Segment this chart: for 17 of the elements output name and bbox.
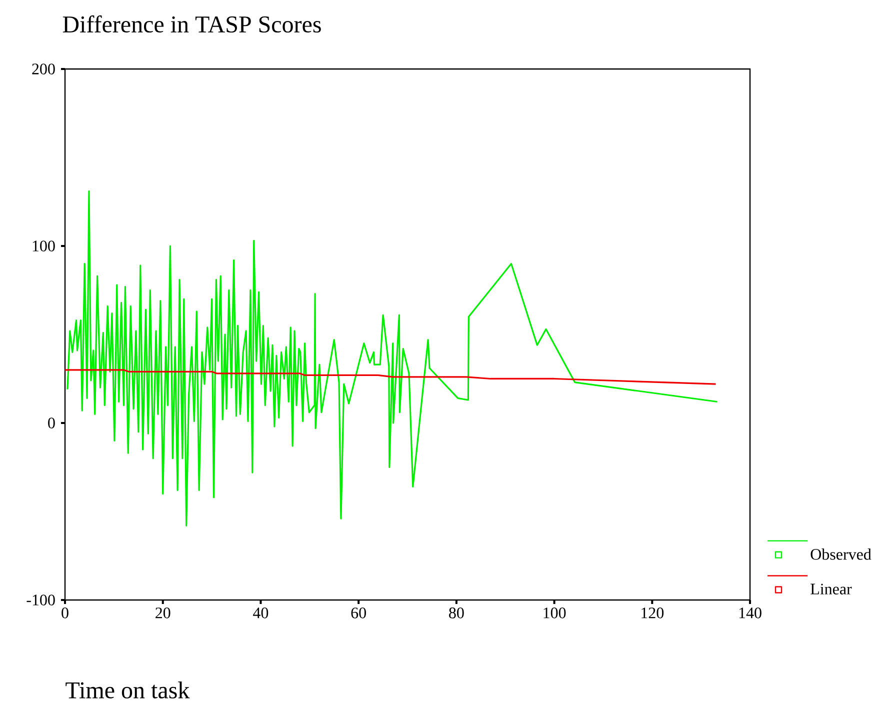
x-tick-label: 140 — [739, 608, 762, 618]
legend-label: Observed — [810, 548, 872, 560]
x-axis-title: Time on task — [66, 682, 190, 698]
legend-label: Linear — [810, 584, 852, 594]
x-tick-label: 120 — [642, 608, 664, 618]
x-tick-label: 0 — [62, 608, 68, 618]
y-tick-label: 100 — [32, 240, 55, 252]
chart-title: Difference in TASP Scores — [62, 15, 321, 33]
x-tick-label: 40 — [253, 608, 268, 618]
x-tick-label: 60 — [351, 608, 366, 618]
x-tick-label: 100 — [544, 608, 566, 618]
y-tick-label: 0 — [48, 418, 55, 428]
x-tick-label: 20 — [156, 608, 170, 618]
y-tick-label: -100 — [26, 594, 55, 606]
line-series — [66, 190, 718, 526]
x-tick-label: 80 — [449, 608, 464, 618]
y-tick-label: 200 — [32, 64, 55, 74]
